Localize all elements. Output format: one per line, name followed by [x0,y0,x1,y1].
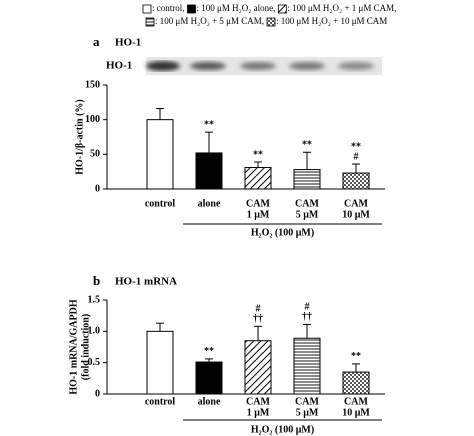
legend-swatch [266,17,276,27]
bar [293,337,321,395]
bar [146,330,174,395]
significance-mark: †† [253,314,263,325]
western-blot [146,57,382,75]
y-tick-label: 1.5 [88,294,101,305]
x-tick-label: CAM [295,396,319,407]
x-tick-label: CAM [344,198,368,209]
x-tick-label: CAM [295,198,319,209]
y-tick-label: 0 [95,388,100,399]
x-tick-label: CAM [246,396,270,407]
bar [293,169,321,190]
y-tick-label: 150 [85,79,100,90]
x-tick-label: 10 μM [342,209,370,220]
legend-label: : control, [152,3,185,13]
y-axis-label: HO-1/β-actin (%) [74,99,85,175]
significance-mark: # [354,151,359,162]
x-tick-label: 1 μM [247,407,270,418]
bar [195,152,223,190]
y-tick-label: 50 [90,149,100,160]
x-tick-label: 5 μM [296,209,319,220]
x-tick-label: 10 μM [342,407,370,418]
legend-label: : 100 μM H₂O₂ + 1 μM CAM, [287,3,396,13]
significance-mark: # [305,302,310,313]
bar [244,167,272,190]
significance-mark: # [256,304,261,315]
legend-swatch [145,17,155,27]
significance-mark: ** [204,346,214,357]
blot-label: HO-1 [106,60,132,72]
y-tick-label: 0.5 [88,357,101,368]
significance-mark: ** [302,140,312,151]
panel-label: a [93,34,100,49]
group-label: H₂O₂ (100 μM) [251,227,314,238]
legend-swatch [187,4,196,14]
panel-label: b [93,273,100,288]
bar [342,172,370,190]
significance-mark: ** [204,119,214,130]
chart-title: HO-1 [115,37,141,49]
bar [244,340,272,395]
significance-mark: ** [351,351,361,362]
significance-mark: †† [302,312,312,323]
x-tick-label: CAM [246,198,270,209]
significance-mark: ** [351,141,361,152]
y-tick-label: 100 [85,114,100,125]
y-axis-label: HO-1 mRNA/GAPDH [68,299,79,394]
significance-mark: ** [253,149,263,160]
x-tick-label: 5 μM [296,407,319,418]
x-tick-label: control [145,198,176,209]
x-tick-label: 1 μM [247,209,270,220]
group-label: H₂O₂ (100 μM) [251,424,314,435]
x-tick-label: alone [198,396,221,407]
x-tick-label: CAM [344,396,368,407]
legend-swatch [142,4,152,14]
bar [146,119,174,190]
y-tick-label: 1.0 [88,326,101,337]
bar [195,361,223,395]
bar [342,371,370,395]
y-axis-label: (fold induction) [80,314,91,380]
y-tick-label: 0 [95,183,100,194]
x-tick-label: alone [198,198,221,209]
chart-title: HO-1 mRNA [115,276,177,288]
legend-label: : 100 μM H₂O₂ alone, [197,3,276,13]
x-tick-label: control [145,396,176,407]
legend-label: : 100 μM H₂O₂ + 5 μM CAM, [155,16,264,26]
legend-swatch [277,4,287,14]
legend-label: : 100 μM H₂O₂ + 10 μM CAM [276,16,387,26]
